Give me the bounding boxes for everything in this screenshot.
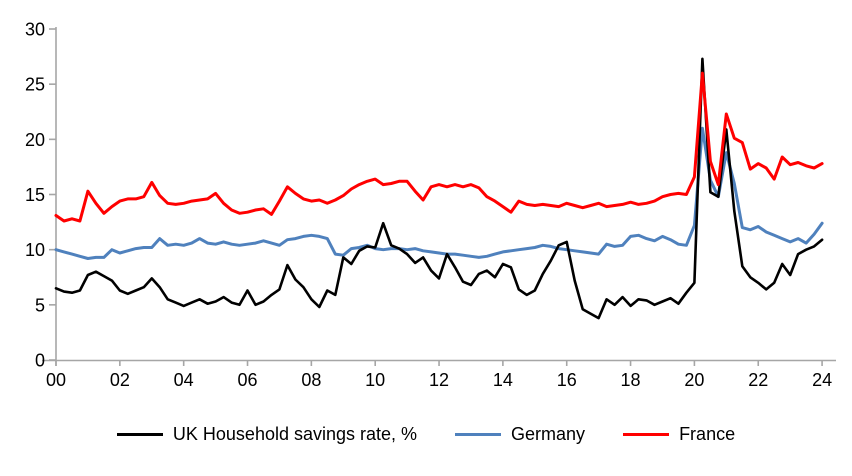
legend: UK Household savings rate, % Germany Fra… [0,424,852,445]
x-axis-tick-label: 18 [621,370,641,390]
x-axis-tick-label: 08 [301,370,321,390]
x-axis-tick-label: 12 [429,370,449,390]
x-axis-tick-label: 16 [557,370,577,390]
y-axis-tick-label: 5 [35,295,45,315]
france-line-swatch [623,433,670,436]
y-axis-tick-label: 0 [35,351,45,371]
germany-line-swatch [455,433,502,436]
series-line-germany [54,126,824,260]
legend-label-uk: UK Household savings rate, % [172,424,418,444]
x-axis-tick-label: 04 [174,370,194,390]
legend-label-france: France [679,424,736,444]
series-line-uk [54,57,824,320]
x-axis-tick-label: 22 [748,370,768,390]
x-axis-tick-label: 02 [110,370,130,390]
legend-item-uk: UK Household savings rate, % [116,424,418,445]
x-axis-tick-label: 10 [365,370,385,390]
x-axis-tick-label: 24 [812,370,832,390]
y-axis-tick-label: 20 [25,130,45,150]
x-axis-tick-label: 06 [238,370,258,390]
y-axis-tick-label: 25 [25,75,45,95]
x-axis-tick-label: 14 [493,370,513,390]
x-axis-tick-label: 20 [684,370,704,390]
legend-item-germany: Germany [455,424,585,445]
legend-label-germany: Germany [511,424,586,444]
y-axis-tick-label: 10 [25,240,45,260]
series-line-france [54,71,824,223]
x-axis-tick-label: 00 [46,370,66,390]
legend-item-france: France [623,424,735,445]
y-axis-tick-label: 15 [25,185,45,205]
y-axis-tick-label: 30 [25,20,45,40]
uk-line-swatch [116,433,163,436]
